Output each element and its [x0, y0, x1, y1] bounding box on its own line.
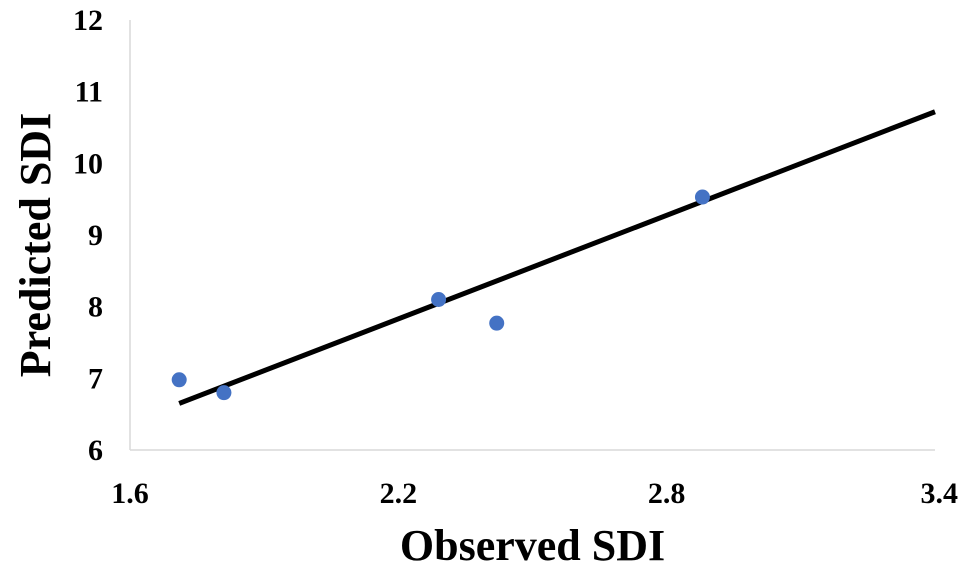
y-axis-title: Predicted SDI: [11, 113, 60, 377]
data-points: [171, 189, 710, 401]
data-point: [694, 189, 710, 205]
y-tick-label: 6: [88, 434, 103, 467]
data-point: [216, 385, 232, 401]
data-point: [171, 372, 187, 388]
x-tick-labels: 1.6 2.2 2.8 3.4: [111, 477, 958, 510]
x-tick-label: 3.4: [921, 477, 959, 510]
y-tick-labels: 6 7 8 9 10 11 12: [73, 4, 103, 467]
y-tick-label: 8: [88, 291, 103, 324]
x-tick-label: 2.8: [648, 477, 686, 510]
y-tick-label: 10: [73, 147, 103, 180]
x-axis-title: Observed SDI: [400, 521, 665, 567]
x-tick-label: 2.2: [380, 477, 418, 510]
y-tick-label: 7: [88, 362, 103, 395]
y-tick-label: 12: [73, 4, 103, 37]
y-tick-label: 11: [75, 76, 103, 109]
axes: [129, 20, 935, 451]
trendline-group: [178, 109, 936, 406]
y-tick-label: 9: [88, 219, 103, 252]
trendline: [178, 109, 936, 406]
x-tick-label: 1.6: [111, 477, 149, 510]
data-point: [431, 292, 447, 307]
data-point: [489, 315, 505, 331]
